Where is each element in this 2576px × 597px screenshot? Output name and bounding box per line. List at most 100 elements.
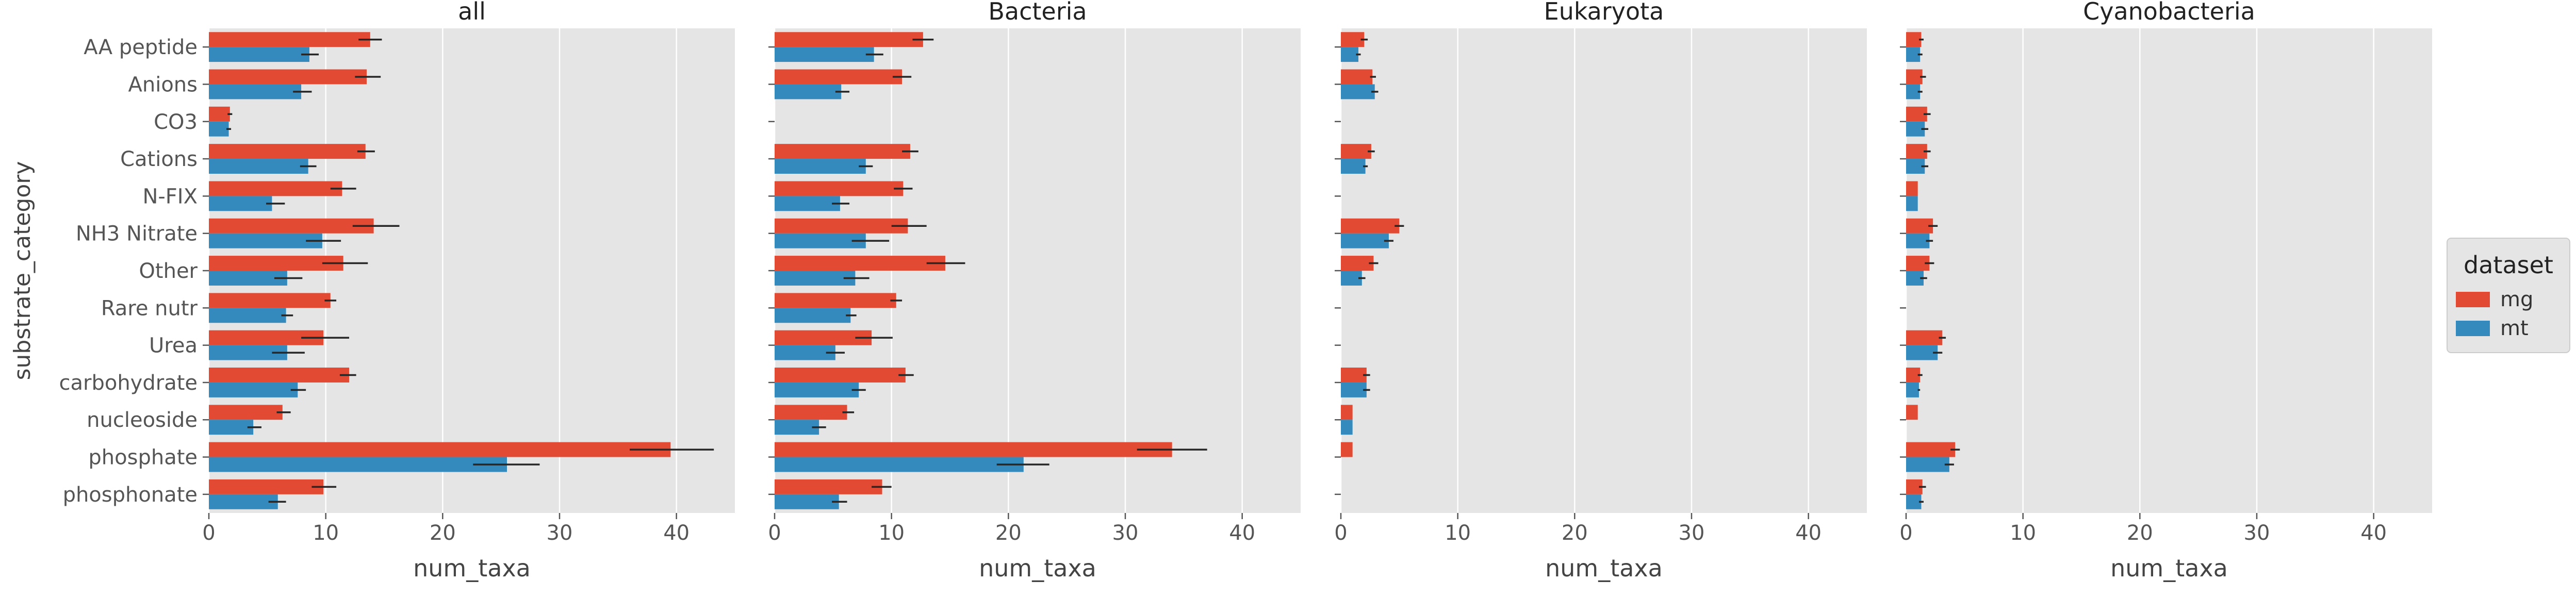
x-tick-label: 10	[2010, 521, 2036, 545]
bar-mt	[1906, 382, 1919, 397]
bar-mt	[775, 47, 874, 62]
bar-mt	[209, 121, 229, 137]
bar-mg	[1906, 330, 1943, 345]
bar-mt	[1341, 233, 1389, 248]
x-tick-label: 0	[202, 521, 215, 545]
panel-title: Cyanobacteria	[2083, 0, 2255, 25]
panel-title: all	[458, 0, 486, 25]
bar-mg	[209, 442, 671, 457]
bar-mt	[1906, 47, 1921, 62]
x-tick-label: 20	[1562, 521, 1588, 545]
bar-mg	[775, 405, 847, 420]
bar-mg	[775, 69, 903, 85]
y-axis-label: substrate_category	[9, 161, 36, 380]
bar-mt	[1341, 84, 1375, 100]
bar-mg	[209, 218, 374, 234]
x-axis-label: num_taxa	[1545, 554, 1663, 582]
bar-mt	[209, 159, 308, 174]
bar-mt	[209, 382, 298, 397]
y-tick-label: carbohydrate	[59, 371, 198, 395]
bar-mg	[1341, 405, 1353, 420]
bar-mg	[209, 106, 230, 122]
bar-mt	[775, 494, 839, 509]
y-tick-label: Anions	[128, 73, 198, 96]
bar-mg	[775, 442, 1172, 457]
bar-mt	[775, 159, 866, 174]
bar-mt	[775, 345, 835, 360]
bar-mt	[209, 196, 272, 211]
bar-mg	[209, 256, 343, 271]
bar-mg	[775, 479, 882, 494]
bar-mg	[1341, 32, 1365, 47]
panel-bacteria: 0 10 20 30 40 num_taxa Bacteria	[768, 0, 1301, 582]
bar-mg	[1341, 442, 1353, 457]
panel-background	[1906, 28, 2432, 513]
x-axis-label: num_taxa	[979, 554, 1096, 582]
bar-mg	[775, 218, 908, 234]
bar-mt	[775, 196, 840, 211]
bar-mt	[209, 308, 286, 323]
y-tick-label: NH3 Nitrate	[76, 222, 198, 246]
panel-cyanobacteria: 0 10 20 30 40 num_taxa Cyanobacteria	[1899, 0, 2432, 582]
y-tick-label: Rare nutr	[101, 296, 198, 320]
bar-mt	[209, 494, 278, 509]
bar-mt	[1906, 494, 1922, 509]
y-tick-label: Other	[139, 259, 198, 283]
x-tick-label: 40	[1229, 521, 1255, 545]
x-tick-label: 40	[1795, 521, 1822, 545]
x-tick-label: 0	[1334, 521, 1347, 545]
legend-label-mg: mg	[2500, 288, 2533, 311]
bar-mg	[209, 32, 370, 47]
bar-mg	[209, 293, 331, 308]
bar-mt	[209, 233, 322, 248]
bar-mt	[775, 308, 851, 323]
bar-mg	[775, 293, 896, 308]
bar-mt	[1906, 196, 1918, 211]
bar-mg	[775, 32, 923, 47]
panel-title: Bacteria	[988, 0, 1087, 25]
bar-mt	[209, 271, 287, 286]
bar-mg	[209, 144, 366, 159]
bar-mt	[1906, 457, 1949, 472]
bar-mg	[1341, 368, 1367, 383]
bar-mt	[775, 420, 819, 435]
x-tick-label: 30	[1679, 521, 1705, 545]
bar-mg	[1906, 69, 1923, 85]
x-tick-label: 30	[547, 521, 573, 545]
x-tick-label: 0	[1899, 521, 1912, 545]
x-tick-label: 0	[768, 521, 781, 545]
bar-mg	[1906, 442, 1956, 457]
y-tick-label: AA peptide	[84, 36, 198, 59]
bar-mg	[1906, 181, 1918, 196]
legend: dataset mg mt	[2447, 238, 2570, 353]
bar-mt	[1341, 47, 1358, 62]
bar-mg	[209, 368, 349, 383]
x-tick-label: 40	[663, 521, 690, 545]
panel-title: Eukaryota	[1544, 0, 1664, 25]
bar-mg	[209, 405, 283, 420]
x-tick-label: 20	[2127, 521, 2153, 545]
bar-mt	[775, 233, 866, 248]
bar-mg	[1341, 256, 1374, 271]
bar-mg	[775, 256, 945, 271]
bar-mt	[775, 271, 856, 286]
bar-mt	[1341, 159, 1366, 174]
legend-title: dataset	[2464, 251, 2553, 279]
legend-swatch-mt	[2456, 321, 2490, 336]
bar-mg	[209, 181, 342, 196]
panel-background	[1341, 28, 1867, 513]
y-tick-label: phosphonate	[63, 483, 198, 507]
x-tick-label: 40	[2360, 521, 2387, 545]
bar-mt	[209, 457, 507, 472]
bar-mt	[209, 420, 254, 435]
bar-mt	[775, 84, 842, 100]
y-tick-label: phosphate	[88, 446, 198, 470]
bar-mt	[1341, 382, 1367, 397]
bar-mt	[1906, 345, 1938, 360]
bar-mt	[1341, 420, 1353, 435]
x-tick-label: 10	[1445, 521, 1471, 545]
bar-mt	[1906, 233, 1930, 248]
y-tick-label: Urea	[149, 334, 198, 358]
bar-mg	[1341, 144, 1371, 159]
